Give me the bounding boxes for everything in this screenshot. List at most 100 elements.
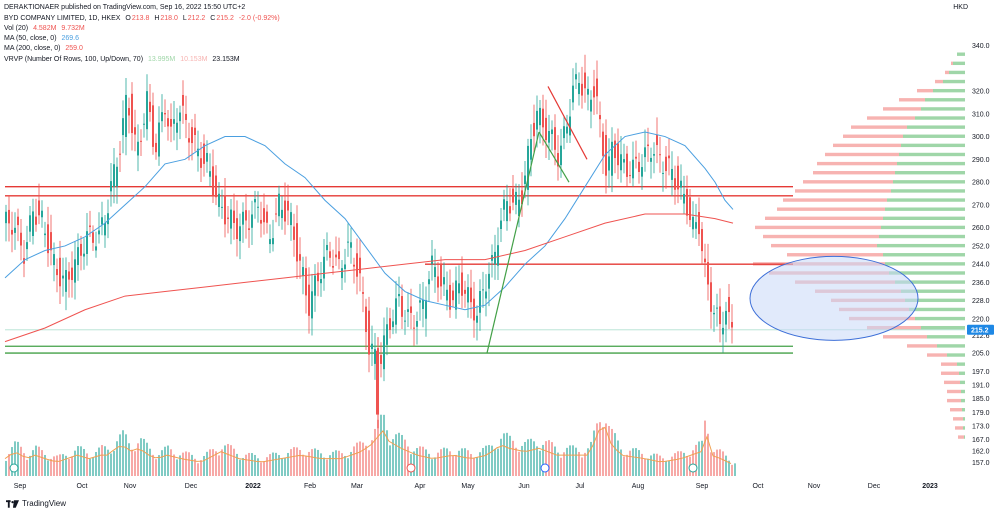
volume-bar	[281, 458, 283, 476]
candle-body	[632, 159, 634, 179]
symbol-legend[interactable]: BYD COMPANY LIMITED, 1D, HKEX O213.8 H21…	[4, 14, 283, 23]
volume-profile-row-down	[783, 198, 887, 202]
volume-profile-row-up	[891, 189, 965, 193]
candle-body	[563, 126, 565, 139]
volume-bar	[287, 452, 289, 476]
candle-body	[584, 72, 586, 89]
volume-profile-row-down	[883, 107, 921, 111]
volume-bar	[434, 457, 436, 476]
volume-bar	[659, 455, 661, 476]
volume-bar	[353, 446, 355, 476]
candle-body	[164, 113, 166, 115]
ma200-value: 259.0	[65, 45, 83, 52]
x-tick-label: Aug	[632, 483, 645, 490]
volume-bar	[674, 453, 676, 476]
volume-bar	[254, 454, 256, 476]
volume-profile-row-down	[777, 207, 885, 211]
volume-profile-row-down	[813, 171, 895, 175]
volume-bar	[131, 449, 133, 476]
volume-bar	[161, 450, 163, 476]
candle-body	[62, 275, 64, 279]
volume-bar	[686, 456, 688, 476]
candle-body	[56, 269, 58, 276]
candle-body	[44, 233, 46, 236]
x-tick-label: Sep	[14, 483, 27, 490]
volume-bar	[545, 441, 547, 476]
candle-body	[263, 208, 265, 223]
volume-bar	[704, 420, 706, 476]
candle-body	[167, 118, 169, 127]
candle-body	[20, 232, 22, 246]
candle-body	[542, 108, 544, 128]
volume-bar	[581, 457, 583, 476]
candle-body	[350, 242, 352, 248]
candle-body	[626, 153, 628, 177]
x-tick-label: Mar	[351, 483, 364, 490]
volume-bar	[305, 456, 307, 476]
volume-bar	[404, 439, 406, 476]
candle-body	[614, 140, 616, 159]
volume-bar	[248, 452, 250, 476]
ma200-legend[interactable]: MA (200, close, 0) 259.0	[4, 44, 86, 53]
volume-profile-row-down	[771, 243, 877, 248]
volume-profile-row-up	[933, 88, 965, 93]
volume-bar	[614, 433, 616, 476]
volume-bar	[380, 414, 382, 476]
x-tick-label: Nov	[808, 483, 821, 490]
candle-body	[11, 229, 13, 235]
candle-body	[176, 122, 178, 133]
candle-body	[323, 256, 325, 279]
volume-bar	[155, 459, 157, 476]
candle-body	[341, 268, 343, 279]
footer-brand[interactable]: TradingView	[6, 499, 66, 508]
volume-bar	[383, 414, 385, 476]
volume-bar	[584, 452, 586, 476]
volume-profile-row-up	[943, 79, 965, 84]
change-value: -2.0 (-0.92%)	[238, 15, 280, 22]
candle-body	[119, 153, 121, 155]
volume-legend[interactable]: Vol (20) 4.582M 9.732M	[4, 24, 88, 33]
candle-body	[29, 215, 31, 232]
candle-body	[404, 320, 406, 322]
candle-body	[476, 315, 478, 323]
candle-body	[602, 131, 604, 156]
candle-body	[479, 291, 481, 313]
volume-bar	[299, 450, 301, 476]
candle-body	[665, 156, 667, 172]
ma50-legend[interactable]: MA (50, close, 0) 269.6	[4, 34, 82, 43]
candle-body	[587, 88, 589, 95]
volume-bar	[296, 447, 298, 476]
volume-bar	[497, 448, 499, 476]
candle-body	[278, 193, 280, 217]
volume-bar	[71, 456, 73, 476]
vrvp-up-value: 13.995M	[147, 56, 176, 63]
candle-body	[194, 127, 196, 136]
volume-bar	[323, 457, 325, 476]
volume-bar	[437, 452, 439, 476]
volume-profile-row-up	[893, 180, 965, 184]
candle-body	[728, 296, 730, 313]
volume-bar	[164, 446, 166, 476]
x-tick-label: Nov	[124, 483, 137, 490]
volume-bar	[506, 432, 508, 476]
volume-bar	[650, 455, 652, 476]
candle-body	[26, 242, 28, 250]
volume-bar	[188, 452, 190, 476]
event-marker-icon	[406, 463, 416, 473]
volume-profile-row-down	[944, 380, 960, 385]
candle-body	[545, 117, 547, 141]
vrvp-legend[interactable]: VRVP (Number Of Rows, 100, Up/Down, 70) …	[4, 55, 243, 64]
candle-body	[605, 135, 607, 176]
volume-bar	[53, 456, 55, 476]
volume-bar	[407, 446, 409, 476]
x-tick-label: Apr	[415, 483, 427, 490]
candle-body	[95, 246, 97, 251]
volume-profile-row-down	[907, 344, 937, 348]
trend-line	[486, 131, 540, 354]
candle-body	[128, 108, 130, 116]
candle-body	[212, 166, 214, 196]
candle-body	[512, 188, 514, 203]
volume-profile-row-down	[755, 225, 881, 230]
candle-body	[173, 119, 175, 124]
